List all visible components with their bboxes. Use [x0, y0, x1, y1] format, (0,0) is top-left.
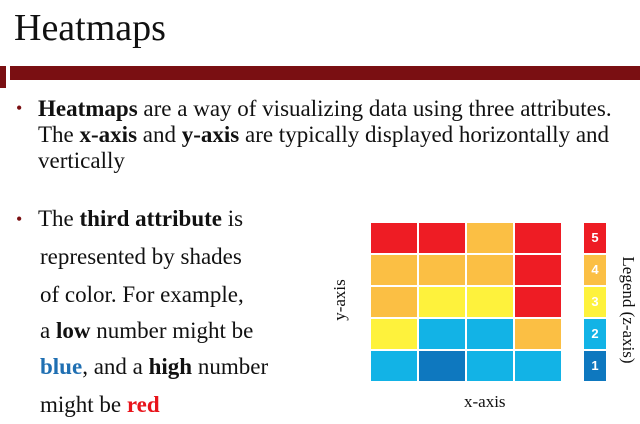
- bullet2-text: is: [221, 206, 244, 231]
- bullet-1: Heatmaps are a way of visualizing data u…: [38, 96, 618, 174]
- bullet2-text: The: [38, 206, 80, 231]
- legend-title: Legend (z-axis): [619, 256, 638, 364]
- heatmap-cell: [514, 254, 562, 286]
- bullet1-yaxis: y-axis: [181, 122, 240, 147]
- bullet2-line3: of color. For example,: [40, 282, 244, 307]
- bullet2-third-attribute: third attribute: [79, 206, 222, 231]
- heatmap-cell: [370, 350, 418, 382]
- bullet2-red: red: [126, 392, 160, 417]
- bullet2-line5: blue, and a high number: [40, 354, 268, 380]
- legend-cell-1: 1: [583, 350, 607, 382]
- heatmap-cell: [418, 350, 466, 382]
- bullet2-line2: represented by shades: [40, 244, 242, 269]
- bullet2-line4: a low number might be: [40, 318, 253, 344]
- title-band: [10, 66, 640, 80]
- bullet1-text-c: are typically displayed horizontally and…: [38, 122, 610, 173]
- bullet2-blue: blue: [40, 354, 83, 379]
- y-axis-label: y-axis: [330, 279, 349, 321]
- heatmap-cell: [370, 254, 418, 286]
- heatmap-cell: [418, 318, 466, 350]
- legend-cell-5: 5: [583, 222, 607, 254]
- legend-cell-3: 3: [583, 286, 607, 318]
- heatmap-cell: [418, 286, 466, 318]
- heatmap-cell: [466, 222, 514, 254]
- bullet2-text: a: [40, 318, 56, 343]
- bullet1-xaxis: x-axis: [79, 122, 138, 147]
- heatmap-cell: [370, 222, 418, 254]
- bullet2-low: low: [55, 318, 91, 343]
- heatmap-cell: [514, 318, 562, 350]
- bullet-marker-1: •: [16, 98, 23, 118]
- heatmap-cell: [514, 286, 562, 318]
- heatmap-cell: [370, 286, 418, 318]
- heatmap-cell: [418, 222, 466, 254]
- x-axis-label: x-axis: [464, 392, 506, 411]
- bullet2-line6: might be red: [40, 392, 160, 418]
- bullet2-text: might be: [40, 392, 127, 417]
- bullet2-text: number might be: [90, 318, 254, 343]
- heatmap-cell: [370, 318, 418, 350]
- bullet1-heatmaps: Heatmaps: [38, 96, 138, 121]
- slide-title: Heatmaps: [14, 7, 166, 49]
- heatmap-cell: [418, 254, 466, 286]
- heatmap-cell: [466, 254, 514, 286]
- heatmap-cell: [466, 286, 514, 318]
- bullet2-text: number: [192, 354, 269, 379]
- legend-cell-4: 4: [583, 254, 607, 286]
- legend-cell-2: 2: [583, 318, 607, 350]
- bullet1-text-a: are a way of visualizing data using thre…: [38, 96, 612, 147]
- bullet1-text-b: and: [137, 122, 182, 147]
- bullet2-line1: The third attribute is: [38, 206, 243, 232]
- heatmap-cell: [514, 350, 562, 382]
- heatmap-cell: [466, 318, 514, 350]
- heatmap-cell: [514, 222, 562, 254]
- title-band-left: [0, 66, 6, 88]
- bullet2-high: high: [148, 354, 193, 379]
- bullet-marker-2: •: [16, 209, 23, 229]
- bullet2-text: , and a: [82, 354, 149, 379]
- heatmap-cell: [466, 350, 514, 382]
